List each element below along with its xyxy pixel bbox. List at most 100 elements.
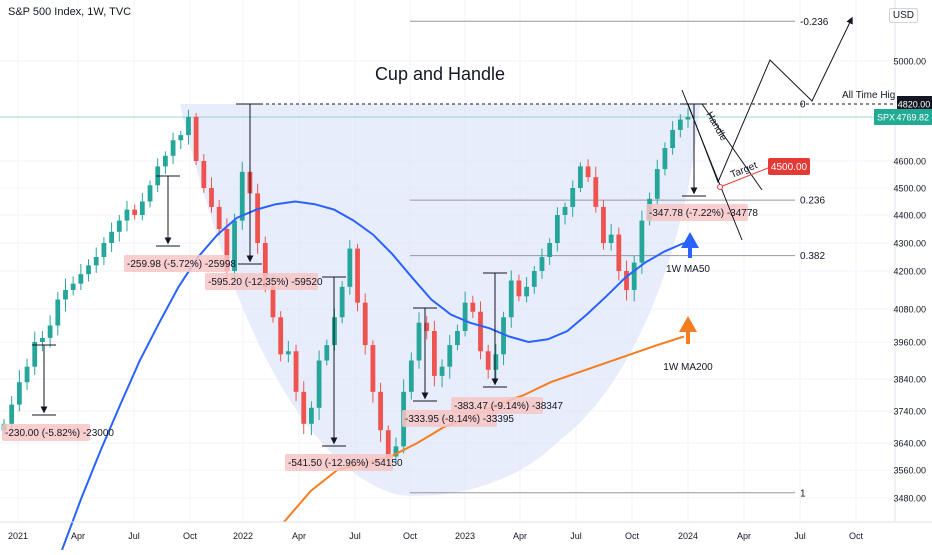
fib-level-label: 0.236: [800, 196, 825, 207]
all-time-high-label: All Time High: [842, 90, 901, 101]
x-tick-label: 2021: [8, 531, 28, 541]
measure-label: -541.50 (-12.96%) -54150: [288, 458, 403, 469]
candle-body: [101, 243, 107, 257]
candle-body: [524, 286, 530, 297]
measure-label-box: [402, 410, 497, 427]
candle-body: [262, 243, 268, 287]
candle-body: [24, 366, 30, 383]
candle-body: [447, 345, 453, 367]
candle-body: [408, 360, 414, 392]
candle-body: [662, 148, 668, 170]
candle-body: [116, 220, 122, 232]
candle-body: [416, 322, 422, 361]
ma200-arrow-icon: [679, 316, 697, 344]
measure-label-box: [646, 204, 748, 221]
candle-body: [439, 366, 445, 376]
candle-body: [109, 231, 114, 243]
candle-body: [531, 271, 537, 287]
measure-label: -259.98 (-5.72%) -25998: [127, 259, 236, 270]
candle-body: [132, 209, 138, 215]
ma200-label: 1W MA200: [663, 362, 713, 373]
x-tick-label: Apr: [292, 531, 306, 541]
measure-label-box: [451, 397, 543, 414]
candle-body: [493, 354, 499, 370]
measure-label: -595.20 (-12.35%) -59520: [208, 277, 323, 288]
x-tick-label: Oct: [625, 531, 640, 541]
x-tick-label: 2024: [678, 531, 698, 541]
fib-level-label: 0.382: [800, 251, 825, 262]
candle-body: [539, 257, 545, 271]
candle-body: [339, 286, 345, 318]
target-pointer: [719, 167, 769, 188]
candle-body: [63, 290, 68, 300]
ath-price-value: 4820.00: [898, 100, 931, 110]
candle-body: [670, 129, 676, 149]
candle-body: [139, 201, 145, 215]
handle-channel-line: [681, 89, 743, 241]
candle-body: [32, 342, 38, 367]
price-axis-background: [895, 0, 932, 550]
candle-body: [601, 206, 606, 243]
candle-body: [40, 337, 45, 342]
measure-label: -347.78 (-7.22%) -34778: [649, 208, 758, 219]
candle-body: [193, 116, 199, 161]
measure-label-box: [285, 454, 393, 471]
candle-body: [470, 302, 476, 312]
x-tick-label: Oct: [183, 531, 198, 541]
measure-label-box: [2, 424, 90, 441]
candle-body: [478, 311, 483, 352]
candle-body: [209, 188, 214, 207]
candle-body: [378, 391, 383, 431]
candle-body: [508, 280, 514, 318]
x-tick-label: Oct: [849, 531, 864, 541]
x-tick-label: 2022: [233, 531, 253, 541]
candle-body: [293, 351, 299, 392]
candle-body: [685, 116, 691, 120]
candle-body: [86, 265, 91, 275]
candle-body: [624, 271, 629, 290]
candle-body: [316, 360, 322, 408]
candle-body: [162, 155, 168, 167]
x-tick-label: Apr: [71, 531, 85, 541]
y-tick-label: 4080.00: [893, 305, 926, 315]
candle-body: [516, 280, 522, 297]
candle-body: [278, 317, 284, 355]
target-marker: [717, 184, 723, 190]
candle-body: [639, 220, 645, 263]
spx-price-value: 4769.82: [896, 113, 929, 123]
candle-body: [431, 331, 437, 376]
candle-body: [270, 286, 276, 318]
measure-label: -230.00 (-5.82%) -23000: [5, 428, 114, 439]
candle-body: [547, 243, 553, 257]
ma50-label: 1W MA50: [666, 264, 710, 275]
x-tick-label: Jul: [128, 531, 140, 541]
candle-body: [485, 351, 491, 370]
candle-body: [216, 206, 222, 229]
candle-body: [178, 135, 184, 141]
candle-body: [347, 248, 353, 287]
candle-body: [424, 322, 430, 331]
y-tick-label: 3840.00: [893, 375, 926, 385]
candle-body: [570, 188, 576, 207]
symbol-header: S&P 500 Index, 1W, TVC: [8, 6, 132, 18]
y-tick-label: 4200.00: [893, 267, 926, 277]
candle-body: [55, 299, 61, 326]
y-tick-label: 4500.00: [893, 184, 926, 194]
candle-body: [370, 345, 376, 392]
candle-body: [301, 391, 307, 424]
candle-body: [562, 206, 568, 215]
currency-label[interactable]: USD: [888, 8, 918, 23]
candle-body: [578, 166, 583, 188]
x-tick-label: Apr: [737, 531, 751, 541]
measure-label: -383.47 (-9.14%) -38347: [454, 401, 563, 412]
x-tick-label: Jul: [349, 531, 361, 541]
ath-price-tag: [897, 96, 932, 112]
target-value: 4500.00: [771, 162, 808, 173]
measure-label: -333.95 (-8.14%) -33395: [405, 414, 514, 425]
candle-body: [201, 161, 207, 188]
x-tick-label: Jul: [794, 531, 806, 541]
x-tick-label: Apr: [513, 531, 527, 541]
candle-body: [255, 193, 261, 243]
candle-body: [393, 446, 399, 457]
